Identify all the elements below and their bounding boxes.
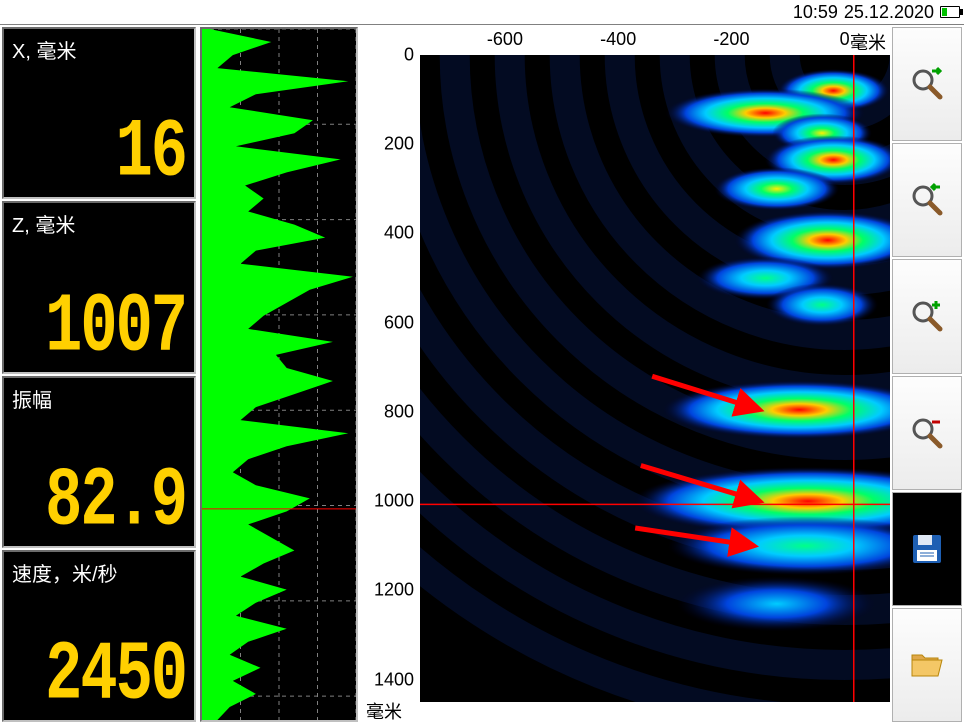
scan-view[interactable]: -600-400-2000毫米 020040060080010001200140… [360,25,890,724]
amplitude-strip [198,25,360,724]
toolbar [890,25,964,724]
readout-panel: X, 毫米 16 Z, 毫米 1007 振幅 82.9 速度，米/秒 2450 [0,25,198,724]
x-tick: 0 [840,29,850,50]
date-text: 25.12.2020 [844,2,934,23]
x-axis: -600 -400 -200 0毫米 [420,25,890,55]
y-axis: 0200400600800100012001400毫米 [360,55,420,702]
readout-1: Z, 毫米 1007 [2,201,196,373]
y-tick: 200 [384,134,414,155]
readout-3: 速度，米/秒 2450 [2,550,196,722]
x-tick: -200 [713,29,749,50]
y-tick: 1000 [374,491,414,512]
readout-value: 82.9 [12,460,186,544]
open-folder-icon[interactable] [892,608,962,722]
readout-value: 1007 [12,286,186,370]
zoom-left-icon[interactable] [892,143,962,257]
y-axis-unit: 毫米 [366,698,402,724]
x-tick: -600 [487,29,523,50]
readout-label: 速度，米/秒 [12,558,186,587]
battery-icon [940,6,960,18]
y-tick: 400 [384,223,414,244]
y-tick: 1200 [374,580,414,601]
readout-0: X, 毫米 16 [2,27,196,199]
readout-value: 16 [12,112,186,196]
readout-value: 2450 [12,634,186,718]
statusbar: 10:59 25.12.2020 [0,0,964,25]
scan-plot[interactable] [420,55,890,702]
zoom-right-icon[interactable] [892,27,962,141]
readout-2: 振幅 82.9 [2,376,196,548]
zoom-in-icon[interactable] [892,259,962,373]
readout-label: X, 毫米 [12,35,186,64]
readout-label: Z, 毫米 [12,209,186,238]
y-tick: 1400 [374,669,414,690]
y-tick: 600 [384,312,414,333]
readout-label: 振幅 [12,384,186,413]
time-text: 10:59 [793,2,838,23]
y-tick: 0 [404,45,414,66]
y-tick: 800 [384,401,414,422]
x-axis-unit: 毫米 [850,29,886,55]
zoom-out-icon[interactable] [892,376,962,490]
x-tick: -400 [600,29,636,50]
save-icon[interactable] [892,492,962,606]
